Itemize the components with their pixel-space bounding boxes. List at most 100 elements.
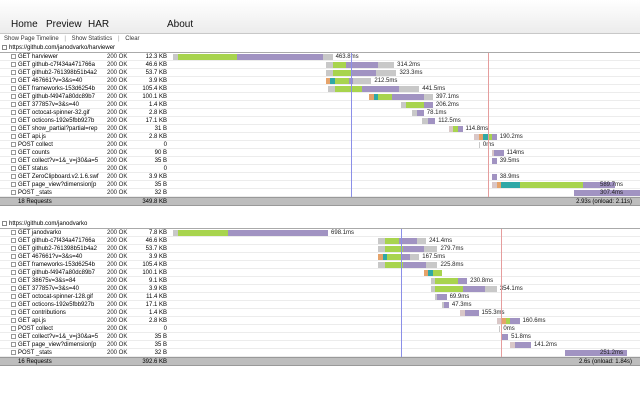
expand-icon[interactable] (11, 278, 16, 283)
expand-icon[interactable] (11, 230, 16, 235)
request-row[interactable]: GET 38675v=3&s=84 200 OK 9.1 KB 230.8ms (0, 277, 640, 285)
request-url[interactable]: POST _stats (18, 349, 104, 357)
request-row[interactable]: GET ZeroClipboard.v2.1.6.swf 200 OK 3.9 KB… (0, 173, 640, 181)
tab-preview[interactable]: Preview (46, 19, 82, 30)
request-url[interactable]: GET github2-761398b51b4a2 (18, 69, 104, 77)
request-url[interactable]: GET frameworks-153d6254b (18, 261, 104, 269)
expand-icon[interactable] (11, 110, 16, 115)
request-url[interactable]: GET octocat-spinner-32.gif (18, 109, 104, 117)
expand-icon[interactable] (11, 54, 16, 59)
expand-icon[interactable] (11, 158, 16, 163)
expand-icon[interactable] (11, 134, 16, 139)
request-row[interactable]: GET octicons-192e5fbb927b 200 OK 17.1 KB 47… (0, 301, 640, 309)
page-header[interactable]: https://github.com/janodvarko (2, 221, 87, 227)
request-row[interactable]: GET github-c7f434a471766a 200 OK 46.6 KB 24… (0, 237, 640, 245)
expand-icon[interactable] (11, 310, 16, 315)
expand-icon[interactable] (11, 166, 16, 171)
request-row[interactable]: GET page_view?dimension[p 200 OK 35 B 141.2… (0, 341, 640, 349)
request-url[interactable]: POST collect (18, 325, 104, 333)
request-url[interactable]: GET 467661?v=3&s=40 (18, 77, 104, 85)
request-url[interactable]: GET janodvarko (18, 229, 104, 237)
request-url[interactable]: GET github-c7f434a471766a (18, 237, 104, 245)
request-row[interactable]: GET github2-761398b51b4a2 200 OK 53.7 KB 27… (0, 245, 640, 253)
expand-icon[interactable] (11, 254, 16, 259)
expand-icon[interactable] (11, 62, 16, 67)
request-url[interactable]: GET 38675v=3&s=84 (18, 277, 104, 285)
request-row[interactable]: GET status 200 OK 0 (0, 165, 640, 173)
request-row[interactable]: GET octicons-192e5fbb927b 200 OK 17.1 KB 11… (0, 117, 640, 125)
expand-icon[interactable] (11, 262, 16, 267)
collapse-toggle-icon[interactable] (2, 221, 7, 226)
expand-icon[interactable] (11, 334, 16, 339)
request-url[interactable]: GET github-c7f434a471766a (18, 61, 104, 69)
request-url[interactable]: GET github-f4947a80dc89b7 (18, 269, 104, 277)
request-row[interactable]: GET 377857v=3&s=40 200 OK 1.4 KB 206.2ms (0, 101, 640, 109)
request-row[interactable]: GET github-f4947a80dc89b7 200 OK 100.1 KB (0, 269, 640, 277)
request-row[interactable]: GET 377857v=3&s=40 200 OK 3.9 KB 354.1ms (0, 285, 640, 293)
request-row[interactable]: GET github2-761398b51b4a2 200 OK 53.7 KB 32… (0, 69, 640, 77)
request-row[interactable]: GET frameworks-153d6254b 200 OK 105.4 KB 44… (0, 85, 640, 93)
tab-har[interactable]: HAR (88, 19, 110, 30)
request-url[interactable]: GET 467661?v=3&s=40 (18, 253, 104, 261)
request-url[interactable]: GET contributions (18, 309, 104, 317)
expand-icon[interactable] (11, 86, 16, 91)
request-row[interactable]: GET github-f4947a80dc89b7 200 OK 100.1 KB 3… (0, 93, 640, 101)
expand-icon[interactable] (11, 350, 16, 355)
request-row[interactable]: POST _stats 200 OK 32 B 251.2ms (0, 349, 640, 357)
show-statistics-button[interactable]: Show Statistics (71, 36, 113, 42)
expand-icon[interactable] (11, 342, 16, 347)
request-url[interactable]: GET frameworks-153d6254b (18, 85, 104, 93)
request-url[interactable]: GET api.js (18, 133, 104, 141)
clear-button[interactable]: Clear (125, 36, 140, 42)
expand-icon[interactable] (11, 302, 16, 307)
request-url[interactable]: GET ZeroClipboard.v2.1.6.swf (18, 173, 104, 181)
expand-icon[interactable] (11, 118, 16, 123)
request-row[interactable]: GET collect?v=1&_v=j30&a=5 200 OK 35 B 51.8… (0, 333, 640, 341)
request-url[interactable]: GET 377857v=3&s=40 (18, 285, 104, 293)
expand-icon[interactable] (11, 70, 16, 75)
expand-icon[interactable] (11, 78, 16, 83)
expand-icon[interactable] (11, 270, 16, 275)
expand-icon[interactable] (11, 182, 16, 187)
request-row[interactable]: GET janodvarko 200 OK 7.8 KB 698.1ms (0, 229, 640, 237)
request-url[interactable]: GET page_view?dimension[p (18, 341, 104, 349)
expand-icon[interactable] (11, 102, 16, 107)
expand-icon[interactable] (11, 126, 16, 131)
request-row[interactable]: GET show_partial?partial=rep 200 OK 31 B 11… (0, 125, 640, 133)
request-row[interactable]: GET 467661?v=3&s=40 200 OK 3.9 KB 212.5ms (0, 77, 640, 85)
expand-icon[interactable] (11, 286, 16, 291)
request-url[interactable]: GET github-f4947a80dc89b7 (18, 93, 104, 101)
request-url[interactable]: GET status (18, 165, 104, 173)
request-url[interactable]: POST _stats (18, 189, 104, 197)
request-url[interactable]: POST collect (18, 141, 104, 149)
request-row[interactable]: GET frameworks-153d6254b 200 OK 105.4 KB 22… (0, 261, 640, 269)
request-row[interactable]: GET octocat-spinner-128.gif 200 OK 11.4 KB… (0, 293, 640, 301)
request-row[interactable]: GET counts 200 OK 90 B 114ms (0, 149, 640, 157)
expand-icon[interactable] (11, 294, 16, 299)
request-url[interactable]: GET api.js (18, 317, 104, 325)
expand-icon[interactable] (11, 326, 16, 331)
request-row[interactable]: GET github-c7f434a471766a 200 OK 46.6 KB 31… (0, 61, 640, 69)
request-url[interactable]: GET 377857v=3&s=40 (18, 101, 104, 109)
request-row[interactable]: GET contributions 200 OK 1.4 KB 155.3ms (0, 309, 640, 317)
expand-icon[interactable] (11, 190, 16, 195)
collapse-toggle-icon[interactable] (2, 45, 7, 50)
request-row[interactable]: GET 467661?v=3&s=40 200 OK 3.9 KB 167.5ms (0, 253, 640, 261)
expand-icon[interactable] (11, 238, 16, 243)
tab-about[interactable]: About (167, 19, 194, 30)
request-url[interactable]: GET page_view?dimension[p (18, 181, 104, 189)
tab-home[interactable]: Home (11, 19, 38, 30)
request-url[interactable]: GET octicons-192e5fbb927b (18, 117, 104, 125)
request-row[interactable]: GET octocat-spinner-32.gif 200 OK 2.8 KB 78… (0, 109, 640, 117)
expand-icon[interactable] (11, 174, 16, 179)
expand-icon[interactable] (11, 246, 16, 251)
expand-icon[interactable] (11, 94, 16, 99)
request-row[interactable]: GET page_view?dimension[p 200 OK 35 B 589.7… (0, 181, 640, 189)
request-url[interactable]: GET octicons-192e5fbb927b (18, 301, 104, 309)
expand-icon[interactable] (11, 142, 16, 147)
request-url[interactable]: GET collect?v=1&_v=j30&a=5 (18, 157, 104, 165)
show-page-timeline-button[interactable]: Show Page Timeline (4, 36, 59, 42)
request-url[interactable]: GET harviewer (18, 53, 104, 61)
